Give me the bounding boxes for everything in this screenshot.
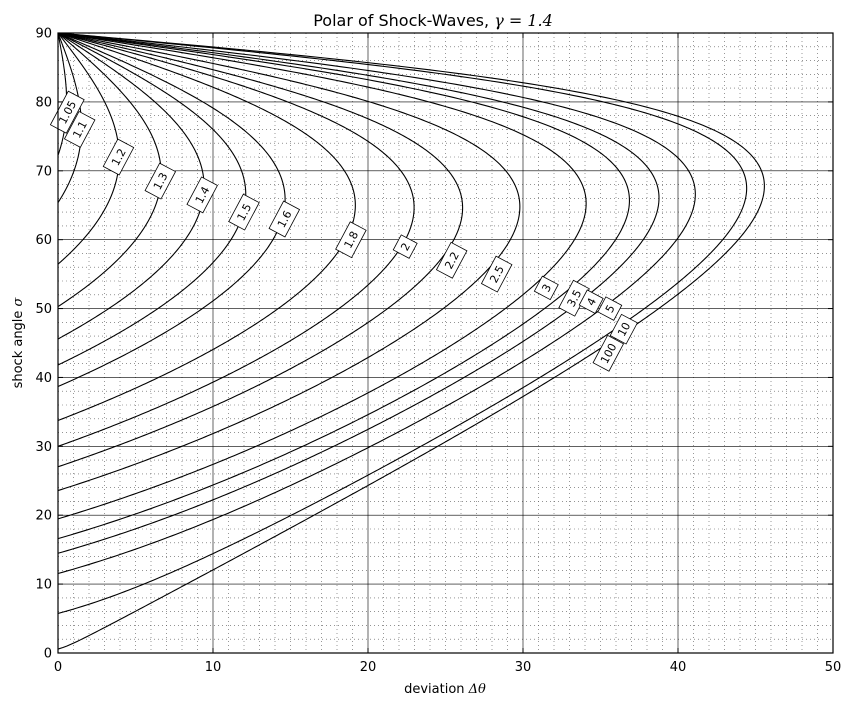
y-tick-label: 20 (35, 509, 52, 524)
series-label-1.4: 1.4 (186, 176, 218, 214)
y-tick-label: 90 (35, 27, 52, 42)
series-line-3 (57, 32, 587, 520)
series-label-10: 10 (609, 313, 638, 345)
series-label-5: 5 (597, 296, 623, 321)
series-label-1.2: 1.2 (102, 138, 135, 176)
series-label-2.5: 2.5 (480, 255, 513, 293)
series-label-box (186, 176, 218, 214)
y-tick-label: 30 (35, 440, 52, 455)
series-label-1.3: 1.3 (144, 162, 177, 200)
series-label-box (144, 162, 177, 200)
series-line-1.5 (57, 32, 247, 366)
x-tick-label: 40 (670, 660, 687, 675)
series-line-10 (57, 32, 748, 614)
y-tick-label: 50 (35, 302, 52, 317)
y-tick-label: 0 (44, 647, 52, 662)
series-label-box (578, 289, 604, 314)
series-label-box (592, 334, 625, 372)
series-label-box (392, 234, 418, 259)
x-tick-label: 30 (515, 660, 532, 675)
series-labels: 1.051.11.21.31.41.5 1.61.8 22.22.53 3.5 4510… (49, 90, 638, 372)
y-tick-label: 60 (35, 233, 52, 248)
series-label-1.5: 1.5 (228, 193, 260, 231)
x-tick-label: 50 (825, 660, 842, 675)
series-label-100: 100 (592, 334, 625, 372)
series-line-1.8 (57, 32, 356, 422)
plot-frame (57, 32, 834, 654)
y-axis-label: shock angle σ (11, 296, 26, 388)
series-label-box (228, 193, 260, 231)
series-label-3: 3 (533, 275, 559, 301)
series-label-1.1: 1.1 (63, 110, 96, 148)
y-tick-label: 80 (35, 95, 52, 110)
y-tick-label: 10 (35, 578, 52, 593)
series-label-box (268, 200, 301, 238)
series-label-box (609, 313, 638, 345)
x-axis-label: deviation Δθ (404, 682, 486, 697)
series-label-box (480, 255, 513, 293)
x-tick-label: 20 (360, 660, 377, 675)
series-label-2.2: 2.2 (435, 241, 468, 279)
series-label-1.8: 1.8 (335, 221, 367, 259)
series-label-1.6: 1.6 (268, 200, 301, 238)
chart-title: Polar of Shock-Waves, γ = 1.4 (313, 11, 553, 30)
series-label-2: 2 (392, 234, 418, 259)
series-label-4: 4 (578, 289, 604, 314)
series-label-box (63, 110, 96, 148)
series-label-box (533, 275, 559, 301)
x-tick-label: 0 (54, 660, 62, 675)
series-label-box (335, 221, 367, 259)
y-tick-label: 40 (35, 371, 52, 386)
x-tick-label: 10 (205, 660, 222, 675)
series-label-box (102, 138, 135, 176)
series-label-box (597, 296, 623, 321)
series-label-1.05: 1.05 (49, 90, 85, 134)
series-label-text: 10 (615, 320, 633, 338)
grid (57, 32, 834, 654)
ticks: 0 10 20 30 40 50 0 10 20 30 40 50 60 70 80 90 (35, 27, 841, 676)
y-tick-label: 70 (35, 164, 52, 179)
series-label-box (435, 241, 468, 279)
